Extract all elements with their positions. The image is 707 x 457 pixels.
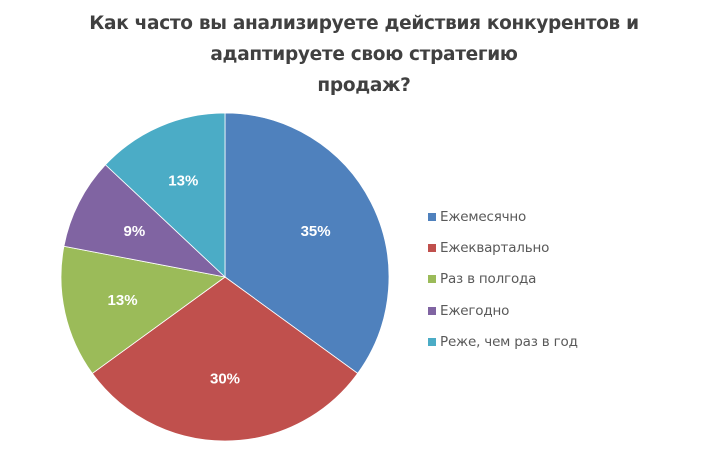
legend-label: Ежегодно [440, 302, 510, 319]
pie-slice [60, 245, 226, 374]
legend-swatch-icon [428, 212, 436, 221]
pie-data-label: 13% [168, 173, 198, 190]
legend-item: Раз в полгода [428, 264, 578, 295]
chart-title-line: продаж? [317, 75, 411, 96]
legend-label: Ежемесячно [440, 208, 527, 225]
pie-slice [224, 112, 390, 374]
pie-slice [63, 164, 227, 278]
legend-item: Ежемесячно [428, 201, 578, 232]
pie-slice [91, 276, 359, 442]
legend-label: Раз в полгода [440, 271, 537, 288]
pie-data-labels: 35% 30% 13% 9% 13% [108, 173, 331, 388]
chart-title: Как часто вы анализируете действия конку… [0, 8, 707, 101]
legend-swatch-icon [428, 337, 436, 346]
legend-label: Ежеквартально [440, 239, 550, 256]
legend-item: Ежегодно [428, 295, 578, 326]
legend-swatch-icon [428, 306, 436, 315]
pie-data-label: 9% [124, 223, 146, 240]
legend-swatch-icon [428, 275, 436, 284]
pie-data-label: 13% [108, 292, 138, 309]
pie-slices [60, 112, 390, 442]
legend: Ежемесячно Ежеквартально Раз в полгода Е… [428, 201, 578, 357]
pie-data-label: 30% [210, 371, 240, 388]
legend-item: Ежеквартально [428, 232, 578, 263]
pie-data-label: 35% [301, 223, 331, 240]
chart-title-line: адаптируете свою стратегию [210, 44, 518, 65]
chart-title-line: Как часто вы анализируете действия конку… [89, 13, 639, 34]
legend-label: Реже, чем раз в год [440, 333, 578, 350]
pie-slice [104, 112, 226, 278]
legend-swatch-icon [428, 243, 436, 252]
legend-item: Реже, чем раз в год [428, 326, 578, 357]
